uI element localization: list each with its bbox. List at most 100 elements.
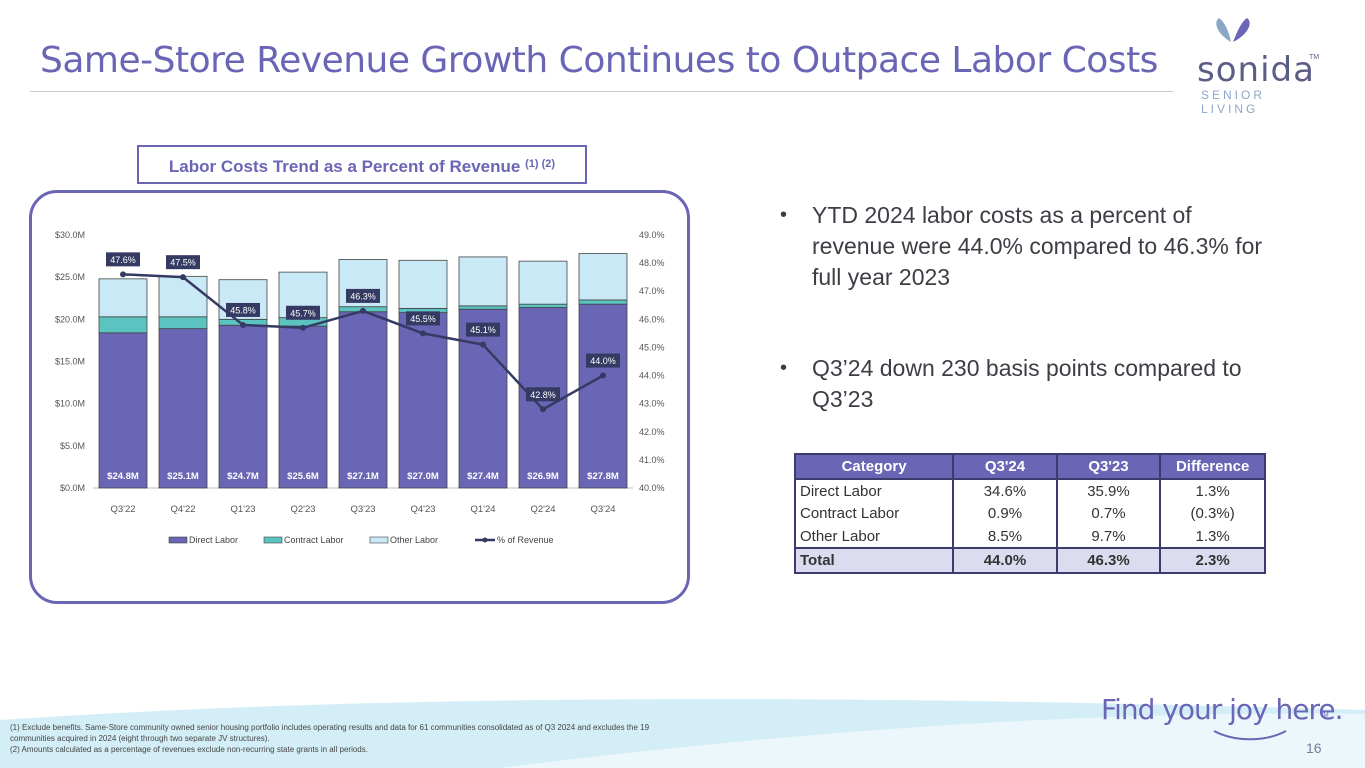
bullet-dot: • [780, 204, 788, 226]
tagline-smile-icon [1213, 730, 1287, 741]
legend-label: Direct Labor [189, 535, 238, 545]
y-right-tick-label: 48.0% [639, 258, 665, 268]
x-tick-label: Q1'23 [230, 504, 255, 515]
table-cell: 2.3% [1159, 547, 1266, 574]
bar-contract-labor [98, 316, 148, 334]
table-cell: Other Labor [793, 525, 955, 548]
sonida-logo: sonida TM SENIOR LIVING [1197, 14, 1320, 116]
bar-contract-labor [518, 303, 568, 308]
line-data-label: 47.5% [170, 258, 196, 268]
line-label-bg [346, 288, 380, 303]
y-left-tick-label: $30.0M [55, 230, 85, 240]
table-cell: 34.6% [952, 479, 1058, 502]
line-label-bg [526, 387, 560, 402]
line-label-bg [226, 302, 260, 317]
table-cell: Total [793, 547, 955, 574]
table-row: Contract Labor 0.9% 0.7% (0.3%) [793, 502, 1266, 525]
y-right-tick-label: 46.0% [639, 314, 665, 324]
table-header-row: Category Q3'24 Q3'23 Difference [793, 453, 1266, 480]
bar-total-label: $24.8M [107, 471, 139, 482]
y-left-tick-label: $0.0M [60, 483, 85, 493]
table-cell: 1.3% [1159, 525, 1266, 548]
y-left-tick-label: $10.0M [55, 399, 85, 409]
table-header: Category [793, 453, 955, 480]
bar-total-label: $25.1M [167, 471, 199, 482]
y-left-tick-label: $25.0M [55, 272, 85, 282]
x-tick-label: Q4'23 [410, 504, 435, 515]
bar-other-labor [458, 256, 508, 307]
x-tick-label: Q3'22 [110, 504, 135, 515]
title-divider [30, 91, 1173, 92]
table-cell: (0.3%) [1159, 502, 1266, 525]
logo-subtitle: SENIOR LIVING [1201, 88, 1266, 116]
bar-total-label: $24.7M [227, 471, 259, 482]
table-cell: 35.9% [1055, 479, 1162, 502]
bar-direct-labor [98, 332, 148, 489]
bar-contract-labor [158, 316, 208, 330]
logo-tm: TM [1309, 54, 1320, 61]
bar-direct-labor [278, 325, 328, 489]
line-point [300, 324, 306, 331]
footnote: (2) Amounts calculated as a percentage o… [10, 745, 368, 754]
table-total-row: Total 44.0% 46.3% 2.3% [793, 547, 1266, 574]
legend-line-marker [482, 537, 488, 543]
logo-wordmark: sonida [1197, 50, 1315, 90]
x-tick-label: Q1'24 [470, 504, 495, 515]
line-point [540, 406, 546, 413]
y-right-tick-label: 47.0% [639, 286, 665, 296]
table-cell: Direct Labor [793, 479, 955, 502]
table-row: Other Labor 8.5% 9.7% 1.3% [793, 525, 1266, 548]
table-cell: 9.7% [1055, 525, 1162, 548]
x-tick-label: Q3'24 [590, 504, 615, 515]
line-label-bg [406, 311, 440, 326]
line-data-label: 44.0% [590, 356, 616, 366]
bar-direct-labor [158, 328, 208, 489]
y-right-tick-label: 49.0% [639, 230, 665, 240]
page-number: 16 [1306, 740, 1322, 756]
line-data-label: 45.1% [470, 325, 496, 335]
table-cell: 1.3% [1159, 479, 1266, 502]
bar-total-label: $27.4M [467, 471, 499, 482]
line-label-bg [466, 322, 500, 337]
chart-heading-text: Labor Costs Trend as a Percent of Revenu… [168, 157, 521, 176]
line-point [120, 271, 126, 278]
legend-label: % of Revenue [497, 535, 554, 545]
line-label-bg [586, 353, 620, 368]
line-data-label: 45.7% [290, 308, 316, 318]
butterfly-icon [1216, 18, 1250, 42]
bar-other-labor [98, 278, 148, 318]
footnote: (1) Exclude benefits. Same-Store communi… [10, 723, 650, 743]
labor-table: Category Q3'24 Q3'23 Difference Direct L… [793, 453, 1266, 574]
line-point [240, 321, 246, 328]
bar-other-labor [518, 260, 568, 305]
bar-total-label: $27.8M [587, 471, 619, 482]
line-label-bg [106, 252, 140, 267]
bar-total-label: $25.6M [287, 471, 319, 482]
line-point [180, 274, 186, 281]
bar-direct-labor [218, 324, 268, 489]
footnotes: (1) Exclude benefits. Same-Store communi… [10, 722, 660, 755]
table-cell: 0.7% [1055, 502, 1162, 525]
table-header: Difference [1159, 453, 1266, 480]
table-cell: 44.0% [952, 547, 1058, 574]
tagline-tm: TM [1320, 713, 1329, 719]
line-label-bg [286, 305, 320, 320]
line-point [420, 330, 426, 337]
y-left-tick-label: $15.0M [55, 357, 85, 367]
x-tick-label: Q2'23 [290, 504, 315, 515]
bar-direct-labor [398, 312, 448, 489]
bar-other-labor [398, 259, 448, 309]
chart-heading: Labor Costs Trend as a Percent of Revenu… [137, 145, 587, 184]
table-cell: 46.3% [1055, 547, 1162, 574]
y-left-tick-label: $20.0M [55, 314, 85, 324]
line-data-label: 45.5% [410, 314, 436, 324]
tagline: Find your joy here. [1101, 693, 1344, 726]
line-label-bg [166, 255, 200, 270]
line-data-label: 42.8% [530, 390, 556, 400]
bar-total-label: $27.0M [407, 471, 439, 482]
bar-direct-labor [338, 311, 388, 489]
bar-total-label: $26.9M [527, 471, 559, 482]
bullet-text: YTD 2024 labor costs as a percent of rev… [812, 202, 1263, 290]
line-data-label: 47.6% [110, 255, 136, 265]
legend-label: Other Labor [390, 535, 438, 545]
